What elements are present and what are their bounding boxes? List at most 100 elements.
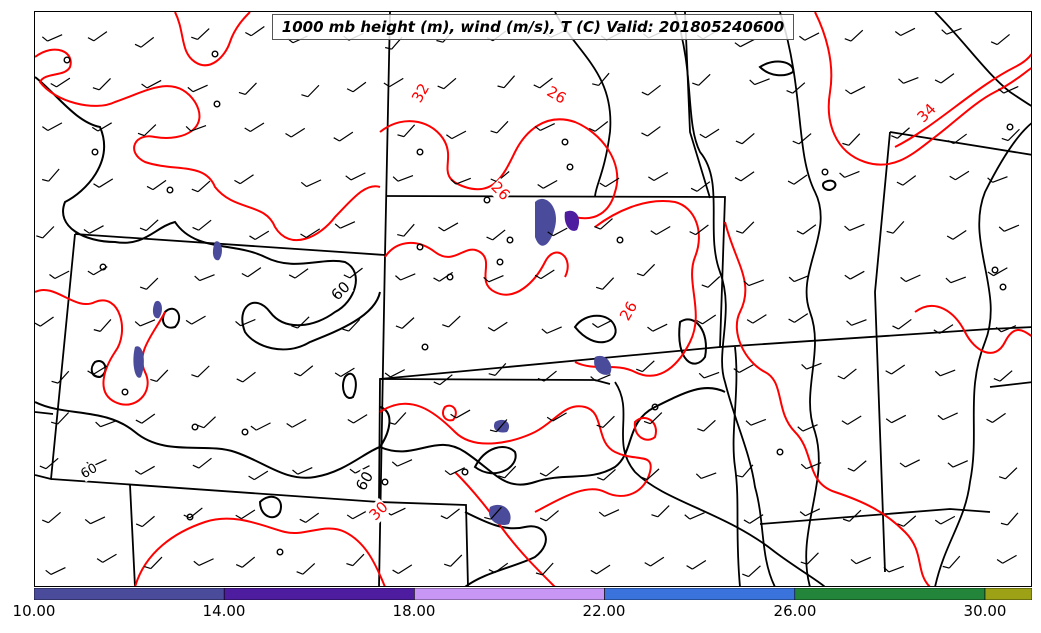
colorbar-segment bbox=[34, 588, 225, 600]
wind-barb bbox=[1000, 512, 1019, 526]
wind-barb bbox=[333, 131, 354, 142]
filled-patch bbox=[212, 241, 222, 261]
wind-barb bbox=[697, 419, 716, 432]
wind-barb bbox=[698, 371, 720, 379]
wind-barb bbox=[486, 229, 506, 241]
wind-barb bbox=[438, 222, 459, 232]
wind-barb bbox=[644, 556, 665, 567]
wind-barb bbox=[347, 414, 368, 424]
filled-patch bbox=[535, 198, 556, 246]
river-line bbox=[614, 381, 826, 586]
wind-barb bbox=[933, 324, 954, 334]
state-border-line bbox=[384, 12, 391, 256]
wind-barb bbox=[301, 84, 320, 98]
wind-barb bbox=[592, 72, 610, 86]
temperature-contour bbox=[724, 221, 931, 586]
calm-wind-circle bbox=[213, 100, 221, 108]
calm-wind-circle bbox=[483, 196, 491, 204]
wind-barb bbox=[788, 313, 809, 323]
temperature-contour bbox=[134, 517, 386, 586]
calm-wind-circle bbox=[561, 138, 569, 146]
filled-patch bbox=[133, 346, 144, 378]
temperature-contour bbox=[814, 12, 1031, 166]
wind-barb bbox=[197, 416, 216, 429]
temperature-contour bbox=[914, 305, 1031, 354]
wind-barb bbox=[987, 176, 1008, 183]
wind-barb bbox=[191, 365, 210, 378]
wind-barb bbox=[896, 175, 917, 186]
wind-barb bbox=[397, 124, 416, 138]
state-border-line bbox=[684, 12, 711, 199]
wind-barb bbox=[800, 462, 822, 470]
calm-wind-circle bbox=[211, 50, 219, 58]
wind-barb bbox=[185, 315, 206, 325]
wind-barb bbox=[392, 564, 413, 575]
wind-barb bbox=[137, 124, 157, 137]
wind-barb bbox=[735, 221, 755, 234]
wind-barb bbox=[433, 271, 453, 282]
wind-barb bbox=[144, 556, 163, 570]
filled-patch bbox=[488, 504, 511, 526]
wind-barb bbox=[845, 86, 866, 95]
wind-barb bbox=[689, 224, 709, 236]
wind-barb bbox=[947, 460, 968, 468]
wind-barb bbox=[850, 556, 872, 565]
wind-barb bbox=[397, 223, 415, 237]
wind-barb bbox=[743, 514, 764, 524]
wind-barb bbox=[442, 315, 461, 328]
wind-barb bbox=[437, 77, 457, 90]
wind-barb bbox=[288, 268, 309, 279]
calm-wind-circle bbox=[186, 513, 194, 521]
wind-barb bbox=[796, 224, 817, 235]
wind-barb bbox=[592, 319, 613, 329]
river-line bbox=[934, 122, 1031, 586]
wind-barb bbox=[701, 276, 721, 288]
height-contour bbox=[162, 307, 181, 329]
river-line bbox=[732, 346, 741, 586]
wind-barb bbox=[346, 553, 365, 567]
wind-barb bbox=[734, 171, 755, 182]
calm-wind-circle bbox=[616, 236, 624, 244]
wind-barb bbox=[96, 553, 117, 563]
state-border-line bbox=[759, 508, 991, 525]
wind-barb bbox=[299, 512, 320, 523]
wind-barb bbox=[334, 367, 355, 377]
wind-barb bbox=[735, 133, 755, 145]
wind-barbs bbox=[35, 26, 1020, 578]
wind-barb bbox=[847, 460, 867, 472]
wind-barb bbox=[599, 177, 620, 188]
calm-wind-circle bbox=[381, 478, 389, 486]
wind-barb bbox=[839, 170, 860, 178]
wind-barb bbox=[947, 133, 967, 145]
wind-barb bbox=[490, 120, 509, 134]
wind-barb bbox=[597, 468, 616, 481]
wind-barb bbox=[594, 218, 613, 230]
wind-barb bbox=[440, 508, 460, 520]
height-contour bbox=[821, 179, 837, 192]
colorbar-tick-label: 18.00 bbox=[392, 602, 436, 620]
wind-barb bbox=[800, 552, 819, 565]
wind-barb bbox=[998, 224, 1020, 232]
colorbar-segment bbox=[984, 588, 1032, 600]
calm-wind-circle bbox=[191, 423, 199, 431]
wind-barb bbox=[450, 409, 471, 419]
map-panel: 60 60 60 32 26 26 26 30 34 bbox=[34, 11, 1032, 587]
wind-barb bbox=[945, 276, 967, 284]
wind-barb bbox=[488, 562, 509, 574]
calm-wind-circle bbox=[166, 186, 174, 194]
map-title: 1000 mb height (m), wind (m/s), T (C) Va… bbox=[272, 14, 794, 40]
wind-barb bbox=[787, 174, 808, 185]
wind-barb bbox=[291, 316, 310, 329]
wind-barb bbox=[185, 125, 207, 132]
wind-barb bbox=[134, 319, 156, 327]
wind-barb bbox=[150, 369, 169, 383]
wind-barb bbox=[590, 374, 611, 382]
wind-barb bbox=[51, 370, 70, 384]
wind-barb bbox=[191, 28, 210, 41]
wind-barb bbox=[433, 374, 453, 386]
wind-barb bbox=[87, 365, 108, 375]
wind-barb bbox=[39, 457, 59, 470]
wind-barb bbox=[651, 505, 670, 518]
wind-barb bbox=[900, 274, 921, 283]
wind-barb bbox=[799, 32, 820, 41]
